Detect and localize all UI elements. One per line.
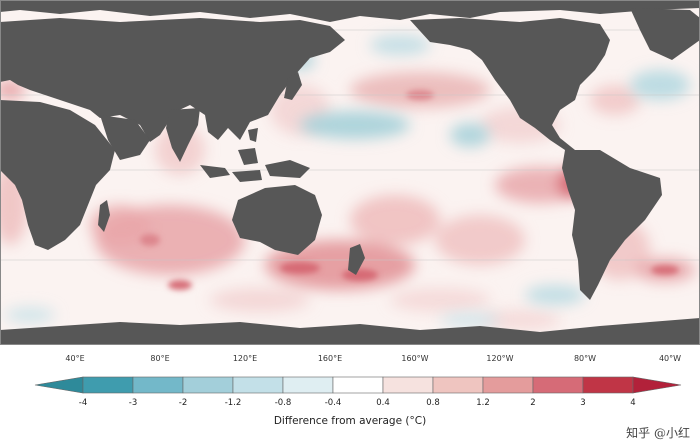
colorbar-segment xyxy=(82,376,134,394)
colorbar-segment xyxy=(582,376,634,394)
colorbar-segment xyxy=(132,376,184,394)
colorbar-segment xyxy=(382,376,434,394)
legend-title: Difference from average (°C) xyxy=(273,415,427,427)
lon-label-80e: 80°E xyxy=(150,354,170,363)
new-zealand xyxy=(348,244,365,275)
india xyxy=(166,108,200,162)
lon-label-160e: 160°E xyxy=(317,354,343,363)
eurasia xyxy=(0,18,345,142)
colorbar-segment xyxy=(282,376,334,394)
tick-label: 4 xyxy=(630,398,636,408)
arctic-land xyxy=(0,0,700,22)
tick-label: 0.8 xyxy=(426,398,440,408)
tick-label: -3 xyxy=(128,398,138,408)
indonesia xyxy=(200,128,310,182)
lon-label-160w: 160°W xyxy=(401,354,429,363)
south-america xyxy=(562,150,662,300)
tick-label: 2 xyxy=(530,398,536,408)
tick-label: -0.8 xyxy=(274,398,292,408)
africa xyxy=(0,100,115,250)
antarctica xyxy=(0,318,700,345)
lon-label-120e: 120°E xyxy=(232,354,258,363)
arabia xyxy=(100,115,150,160)
watermark-credit: 知乎 @小红 xyxy=(626,426,690,440)
tick-label: 3 xyxy=(580,398,586,408)
australia xyxy=(232,185,322,255)
madagascar xyxy=(98,200,110,232)
colorbar-segment xyxy=(482,376,534,394)
lon-label-120w: 120°W xyxy=(486,354,514,363)
tick-label: -4 xyxy=(78,398,88,408)
strong-warm-spots xyxy=(140,90,679,290)
north-america xyxy=(410,18,610,152)
tick-label: 0.4 xyxy=(376,398,390,408)
colorbar-segment xyxy=(332,376,384,394)
lon-label-40e: 40°E xyxy=(65,354,85,363)
colorbar-segment xyxy=(232,376,284,394)
colorbar-cold-arrow xyxy=(34,376,84,394)
greenland xyxy=(630,8,700,60)
colorbar-segment xyxy=(182,376,234,394)
tick-label: -2 xyxy=(178,398,188,408)
colorbar-warm-arrow xyxy=(632,376,682,394)
tick-label: -1.2 xyxy=(224,398,242,408)
lon-label-80w: 80°W xyxy=(573,354,597,363)
colorbar-segment xyxy=(432,376,484,394)
world-sst-anomaly-map xyxy=(0,0,700,345)
tick-label: 1.2 xyxy=(476,398,490,408)
japan xyxy=(284,72,302,100)
land-masses xyxy=(0,0,700,345)
lon-label-40w: 40°W xyxy=(658,354,682,363)
tick-label: -0.4 xyxy=(324,398,342,408)
colorbar-segment xyxy=(532,376,584,394)
color-scale-bar xyxy=(34,376,682,394)
